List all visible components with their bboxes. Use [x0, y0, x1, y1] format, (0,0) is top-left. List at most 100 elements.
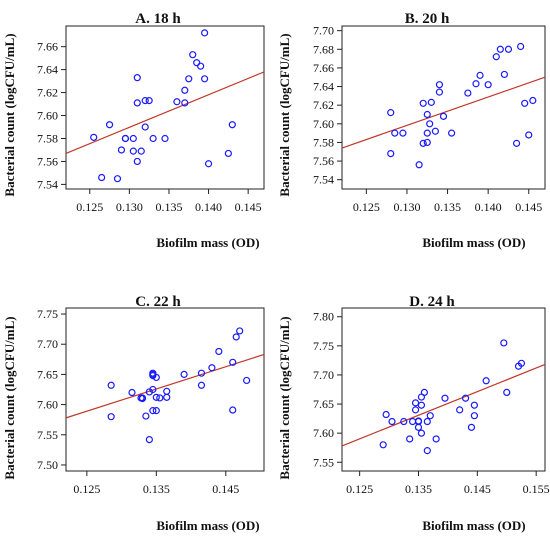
- regression-line: [65, 353, 265, 419]
- x-tick-label: 0.145: [235, 200, 262, 214]
- y-tick-label: 7.70: [313, 368, 334, 382]
- y-tick-label: 7.55: [313, 455, 334, 469]
- data-point: [201, 29, 209, 37]
- y-tick-label: 7.80: [313, 310, 334, 324]
- data-point: [149, 370, 157, 379]
- x-tick-label: 0.135: [155, 200, 182, 214]
- x-tick-label: 0.125: [76, 200, 103, 214]
- data-point: [426, 412, 434, 420]
- data-point: [496, 45, 504, 53]
- data-point: [152, 407, 160, 415]
- data-point: [500, 70, 508, 79]
- regression-line: [65, 71, 265, 154]
- data-point: [504, 45, 513, 53]
- data-point: [503, 388, 511, 397]
- data-point: [204, 160, 213, 168]
- data-point: [161, 134, 169, 143]
- y-tick-label: 7.60: [37, 398, 58, 412]
- data-point: [129, 147, 137, 155]
- data-point: [517, 359, 526, 367]
- data-point: [113, 175, 122, 183]
- x-tick-label: 0.130: [116, 200, 143, 214]
- data-point: [406, 435, 414, 443]
- data-point: [141, 123, 149, 131]
- panel-a: A. 18 h Bacterial count (logCFU/mL) Biof…: [2, 11, 265, 250]
- data-point: [163, 387, 171, 395]
- x-tick-label: 0.145: [464, 482, 491, 496]
- regression-line: [341, 363, 546, 447]
- data-point: [236, 327, 244, 335]
- data-point: [409, 417, 417, 426]
- tick-group: 0.125 0.130 0.135 0.140 0.145 7.54 7.56 7.58 7.6…: [37, 40, 262, 214]
- data-point: [388, 417, 396, 426]
- y-tick-label: 7.62: [37, 86, 58, 100]
- tick-group: 0.125 0.130 0.135 0.140 0.145 7.54 7.56 7.58 7.6…: [313, 24, 542, 214]
- y-tick-label: 7.64: [37, 63, 58, 77]
- y-axis-label: Bacterial count (logCFU/mL): [2, 33, 17, 196]
- data-point: [456, 406, 464, 414]
- data-point: [512, 139, 521, 147]
- y-tick-label: 7.75: [313, 339, 334, 353]
- y-tick-label: 7.60: [313, 117, 334, 131]
- data-point: [500, 339, 508, 347]
- data-point: [201, 75, 209, 83]
- data-point: [420, 388, 428, 397]
- data-point: [525, 131, 533, 139]
- panel-b: B. 20 h Bacterial count (logCFU/mL) Biof…: [277, 11, 546, 250]
- y-tick-label: 7.62: [313, 98, 334, 112]
- data-points: [387, 42, 537, 169]
- y-tick-label: 7.58: [37, 131, 58, 145]
- data-point: [441, 394, 449, 402]
- data-point: [492, 53, 500, 61]
- x-tick-label: 0.145: [212, 482, 239, 496]
- data-point: [133, 157, 141, 166]
- data-point: [411, 406, 420, 414]
- data-point: [197, 369, 206, 377]
- data-point: [431, 127, 439, 135]
- data-point: [173, 98, 181, 106]
- data-point: [98, 173, 106, 182]
- y-tick-label: 7.56: [37, 154, 58, 168]
- data-point: [156, 394, 164, 402]
- x-tick-label: 0.140: [475, 200, 502, 214]
- data-point: [243, 376, 251, 385]
- data-point: [145, 436, 153, 444]
- y-tick-label: 7.56: [313, 154, 334, 168]
- data-point: [423, 110, 431, 119]
- data-point: [149, 134, 157, 143]
- tick-group: 0.125 0.135 0.145 7.50 7.55 7.60 7.65 7.70 7.75: [37, 307, 239, 496]
- y-tick-label: 7.54: [37, 177, 58, 191]
- data-point: [152, 393, 160, 401]
- data-point: [427, 98, 435, 106]
- data-point: [137, 147, 145, 155]
- x-tick-label: 0.125: [346, 482, 373, 496]
- data-point: [224, 149, 232, 158]
- data-point: [521, 99, 529, 107]
- y-tick-label: 7.66: [313, 61, 334, 75]
- data-point: [141, 97, 149, 105]
- y-tick-label: 7.68: [313, 42, 334, 56]
- data-point: [193, 59, 201, 67]
- x-tick-label: 0.125: [73, 482, 100, 496]
- data-point: [121, 134, 130, 143]
- data-point: [133, 74, 141, 82]
- y-tick-label: 7.50: [37, 458, 58, 472]
- x-tick-label: 0.155: [523, 482, 550, 496]
- data-points: [379, 339, 526, 455]
- data-point: [476, 71, 484, 79]
- data-point: [90, 133, 98, 141]
- panel-title: A. 18 h: [135, 11, 181, 27]
- plot-frame: [65, 25, 265, 190]
- y-tick-label: 7.55: [37, 428, 58, 442]
- data-point: [185, 75, 193, 83]
- y-tick-label: 7.64: [313, 80, 334, 94]
- data-point: [435, 81, 444, 89]
- y-tick-label: 7.60: [37, 109, 58, 123]
- plot-frame: [341, 307, 546, 472]
- data-point: [470, 401, 478, 409]
- data-point: [189, 51, 197, 59]
- data-point: [138, 394, 147, 403]
- data-point: [482, 377, 490, 385]
- data-point: [423, 138, 431, 147]
- y-axis-label: Bacterial count (logCFU/mL): [277, 33, 292, 196]
